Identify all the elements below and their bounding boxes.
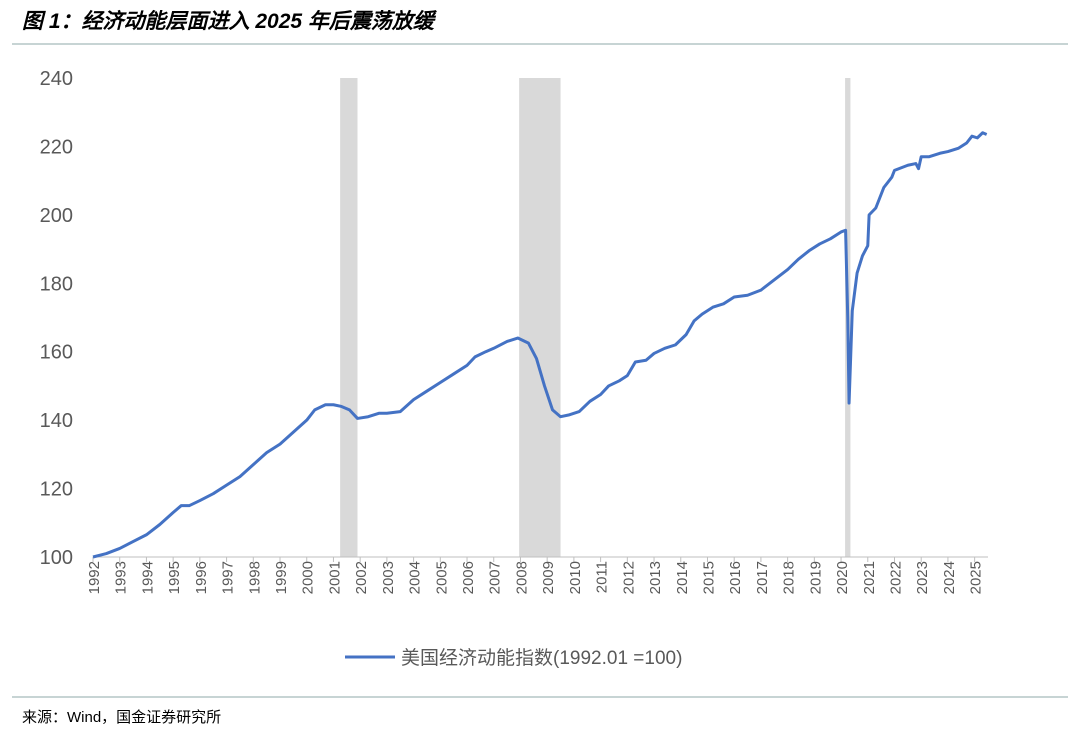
- x-tick-label: 2004: [407, 561, 424, 594]
- y-tick-label: 140: [40, 410, 73, 432]
- x-tick-label: 2005: [433, 561, 450, 594]
- x-tick-label: 2018: [781, 561, 798, 594]
- x-tick-label: 2025: [968, 561, 985, 594]
- x-tick-label: 2008: [513, 561, 530, 594]
- y-tick-label: 220: [40, 136, 73, 158]
- x-tick-label: 2022: [887, 561, 904, 594]
- x-tick-label: 1995: [166, 561, 183, 594]
- y-tick-label: 100: [40, 547, 73, 569]
- x-tick-label: 2015: [700, 561, 717, 594]
- x-tick-label: 1992: [86, 561, 103, 594]
- y-tick-label: 240: [40, 68, 73, 90]
- y-tick-label: 120: [40, 479, 73, 501]
- x-tick-label: 1993: [113, 561, 130, 594]
- y-tick-label: 200: [40, 205, 73, 227]
- x-tick-label: 2003: [380, 561, 397, 594]
- x-tick-label: 2000: [300, 561, 317, 594]
- x-tick-label: 1994: [139, 561, 156, 594]
- y-tick-label: 160: [40, 342, 73, 364]
- x-tick-label: 2019: [807, 561, 824, 594]
- x-tick-label: 1997: [220, 561, 237, 594]
- x-tick-label: 2012: [620, 561, 637, 594]
- x-tick-label: 2009: [540, 561, 557, 594]
- x-tick-label: 2002: [353, 561, 370, 594]
- data-line: [92, 131, 988, 559]
- x-tick-label: 2020: [834, 561, 851, 594]
- x-tick-label: 2023: [914, 561, 931, 594]
- x-tick-label: 1996: [193, 561, 210, 594]
- y-tick-label: 180: [40, 273, 73, 295]
- legend-label: 美国经济动能指数(1992.01 =100): [401, 647, 682, 669]
- x-tick-label: 2001: [326, 561, 343, 594]
- x-tick-label: 2021: [861, 561, 878, 594]
- x-tick-label: 2006: [460, 561, 477, 594]
- chart-title: 图 1：经济动能层面进入 2025 年后震荡放缓: [22, 9, 438, 33]
- x-tick-label: 2014: [674, 561, 691, 594]
- x-tick-label: 2017: [754, 561, 771, 594]
- x-tick-label: 2007: [487, 561, 504, 594]
- recession-band: [340, 78, 358, 557]
- recession-band: [519, 78, 561, 557]
- source-note: 来源：Wind，国金证券研究所: [22, 709, 221, 726]
- x-tick-label: 2010: [567, 561, 584, 594]
- x-tick-label: 2024: [941, 561, 958, 594]
- x-tick-label: 2011: [594, 561, 611, 593]
- x-tick-label: 2013: [647, 561, 664, 594]
- x-tick-label: 1999: [273, 561, 290, 594]
- x-tick-label: 2016: [727, 561, 744, 594]
- x-tick-label: 1998: [246, 561, 263, 594]
